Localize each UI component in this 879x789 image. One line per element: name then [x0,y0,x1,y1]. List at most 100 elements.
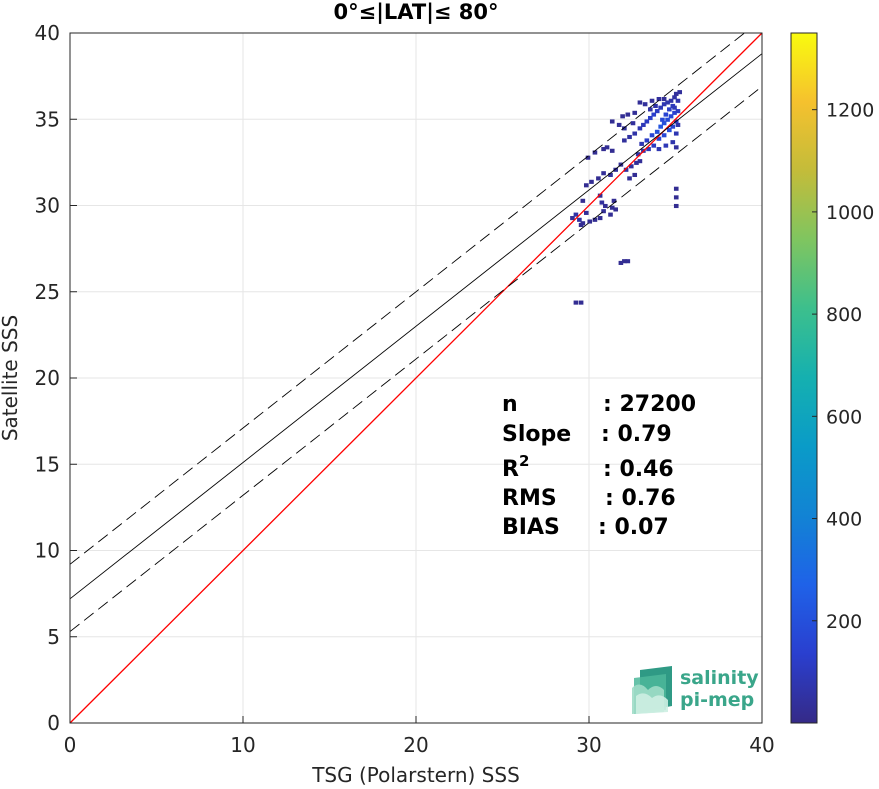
density-cell [675,122,681,127]
density-cell [649,98,655,103]
density-cell [672,95,677,100]
colorbar-tick-label: 600 [826,406,862,428]
density-cell [660,117,665,122]
y-tick-label: 15 [35,452,60,476]
stat-value-rms: : 0.76 [605,486,676,511]
density-cell [644,138,650,143]
density-cell [627,176,632,181]
density-cell [627,134,632,140]
chart-title: 0°≤|LAT|≤ 80° [333,0,498,25]
density-cell [673,131,679,136]
density-cell [668,114,674,119]
density-cell [578,300,584,305]
density-cell [570,216,575,221]
density-cell [642,102,648,107]
density-cell [583,210,589,215]
density-cell [592,150,598,155]
y-tick-label: 5 [47,625,60,649]
x-tick-label: 20 [403,733,428,757]
stat-label-rms: RMS [502,486,557,511]
density-cell [661,96,667,102]
stat-label-n: n [502,392,518,417]
fit-lines [69,32,763,724]
density-cell [622,126,627,131]
density-cell [637,100,643,105]
density-cell [647,107,653,112]
density-cell [653,103,658,109]
density-cell [601,171,606,176]
density-cell [670,140,676,145]
density-cell [667,107,672,112]
y-axis: 0 5 10 15 20 25 30 35 40 [35,21,77,735]
density-cell [601,147,606,152]
stat-value-r2: : 0.46 [603,457,674,482]
density-cell [599,200,605,205]
density-cell [675,98,681,103]
density-cell [667,128,672,133]
density-cell [608,172,613,178]
y-tick-label: 40 [35,21,60,45]
density-cell [580,198,586,203]
density-cell [677,90,683,95]
density-cell [665,100,670,105]
density-cell [639,141,644,146]
colorbar-tick-label: 400 [826,509,862,531]
density-cell [668,98,674,103]
density-cell [670,124,676,129]
y-tick-label: 30 [35,194,60,218]
density-cell [672,110,677,115]
stat-label-bias: BIAS [502,515,560,540]
y-tick-label: 20 [35,366,60,390]
density-cell [654,129,660,134]
density-cell [613,167,619,172]
density-cell [596,176,601,181]
density-cell [649,133,655,138]
density-cell [635,152,641,157]
statistics: n Slope R2 RMS BIAS : 27200 : 0.79 : 0.4… [502,392,696,540]
x-tick-label: 30 [576,733,601,757]
density-cell [644,119,650,124]
x-tick-label: 40 [749,733,774,757]
density-cell [651,143,657,148]
density-cell [647,115,653,121]
density-cell [625,112,631,117]
density-cell [583,183,589,188]
density-cell [613,207,619,212]
density-cell [673,186,679,191]
density-cell [661,121,667,126]
density-cell [673,203,679,209]
x-axis: 0 10 20 30 40 [64,716,775,757]
density-cell [651,112,657,117]
stat-value-bias: : 0.07 [598,515,669,540]
density-cell [672,105,677,110]
salinity-pi-mep-logo: salinity pi-mep [632,666,759,714]
density-cell [673,91,679,96]
x-tick-label: 0 [64,733,77,757]
density-cell [618,260,624,265]
density-cell [673,145,679,150]
density-cell [609,119,615,124]
y-tick-label: 0 [47,711,60,735]
x-tick-label: 10 [230,733,255,757]
density-cell [658,105,663,110]
density-cell [654,109,660,114]
density-cell [577,217,582,222]
density-cell [601,209,606,214]
y-tick-label: 10 [35,539,60,563]
density-cell [620,114,625,119]
density-cell [663,143,669,148]
y-tick-label: 25 [35,280,60,304]
density-cell [625,259,631,264]
regression-line [69,53,763,600]
density-cell [585,155,591,160]
density-cell [608,212,613,217]
density-cell [573,212,579,217]
density-cell [616,122,622,127]
density-cell [661,133,667,138]
density-cell [646,147,651,152]
colorbar-tick-label: 1200 [826,100,874,122]
density-cell [665,117,670,122]
density-cell [609,205,615,210]
density-cell [622,259,627,264]
density-cell [573,300,579,305]
